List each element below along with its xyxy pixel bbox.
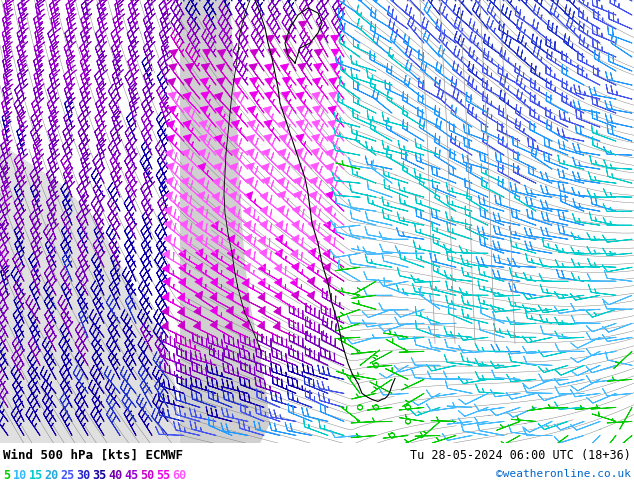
FancyArrowPatch shape xyxy=(558,161,559,162)
FancyArrowPatch shape xyxy=(430,150,432,151)
Text: 35: 35 xyxy=(93,469,107,482)
FancyArrowPatch shape xyxy=(349,220,351,221)
Text: 45: 45 xyxy=(124,469,139,482)
FancyArrowPatch shape xyxy=(229,218,230,219)
FancyArrowPatch shape xyxy=(428,20,429,21)
FancyArrowPatch shape xyxy=(378,69,380,70)
FancyArrowPatch shape xyxy=(208,382,209,383)
Text: Tu 28-05-2024 06:00 UTC (18+36): Tu 28-05-2024 06:00 UTC (18+36) xyxy=(410,449,631,462)
Text: 50: 50 xyxy=(141,469,155,482)
FancyArrowPatch shape xyxy=(240,266,242,267)
FancyArrowPatch shape xyxy=(574,26,575,27)
FancyArrowPatch shape xyxy=(511,63,512,64)
FancyArrowPatch shape xyxy=(434,139,435,140)
FancyArrowPatch shape xyxy=(321,255,322,256)
FancyArrowPatch shape xyxy=(386,59,387,60)
Text: 40: 40 xyxy=(108,469,123,482)
Text: 15: 15 xyxy=(29,469,42,482)
FancyArrowPatch shape xyxy=(477,151,478,152)
FancyArrowPatch shape xyxy=(586,43,587,44)
FancyArrowPatch shape xyxy=(407,166,409,167)
FancyArrowPatch shape xyxy=(323,364,325,365)
FancyArrowPatch shape xyxy=(599,429,601,430)
Text: 20: 20 xyxy=(44,469,59,482)
FancyArrowPatch shape xyxy=(269,413,271,414)
FancyArrowPatch shape xyxy=(598,117,600,118)
FancyArrowPatch shape xyxy=(222,367,224,368)
FancyArrowPatch shape xyxy=(428,53,429,54)
Polygon shape xyxy=(180,0,270,443)
Polygon shape xyxy=(0,0,180,443)
FancyArrowPatch shape xyxy=(599,100,600,101)
FancyArrowPatch shape xyxy=(531,89,532,90)
Text: ©weatheronline.co.uk: ©weatheronline.co.uk xyxy=(496,469,631,479)
FancyArrowPatch shape xyxy=(465,121,467,122)
FancyArrowPatch shape xyxy=(387,52,388,53)
FancyArrowPatch shape xyxy=(212,289,213,290)
FancyArrowPatch shape xyxy=(560,52,562,53)
FancyArrowPatch shape xyxy=(230,321,231,322)
FancyArrowPatch shape xyxy=(568,428,570,429)
FancyArrowPatch shape xyxy=(455,126,456,127)
FancyArrowPatch shape xyxy=(568,147,570,148)
FancyArrowPatch shape xyxy=(327,249,328,250)
FancyArrowPatch shape xyxy=(551,64,552,65)
Text: 5: 5 xyxy=(3,469,10,482)
FancyArrowPatch shape xyxy=(303,265,304,266)
Text: 25: 25 xyxy=(60,469,75,482)
FancyArrowPatch shape xyxy=(570,41,571,42)
FancyArrowPatch shape xyxy=(243,337,244,338)
Text: 60: 60 xyxy=(172,469,187,482)
FancyArrowPatch shape xyxy=(236,422,238,423)
FancyArrowPatch shape xyxy=(324,342,326,343)
FancyArrowPatch shape xyxy=(330,235,331,236)
FancyArrowPatch shape xyxy=(587,26,588,27)
Text: 10: 10 xyxy=(13,469,27,482)
Text: 55: 55 xyxy=(157,469,171,482)
Text: Wind 500 hPa [kts] ECMWF: Wind 500 hPa [kts] ECMWF xyxy=(3,449,183,462)
Text: 30: 30 xyxy=(77,469,91,482)
